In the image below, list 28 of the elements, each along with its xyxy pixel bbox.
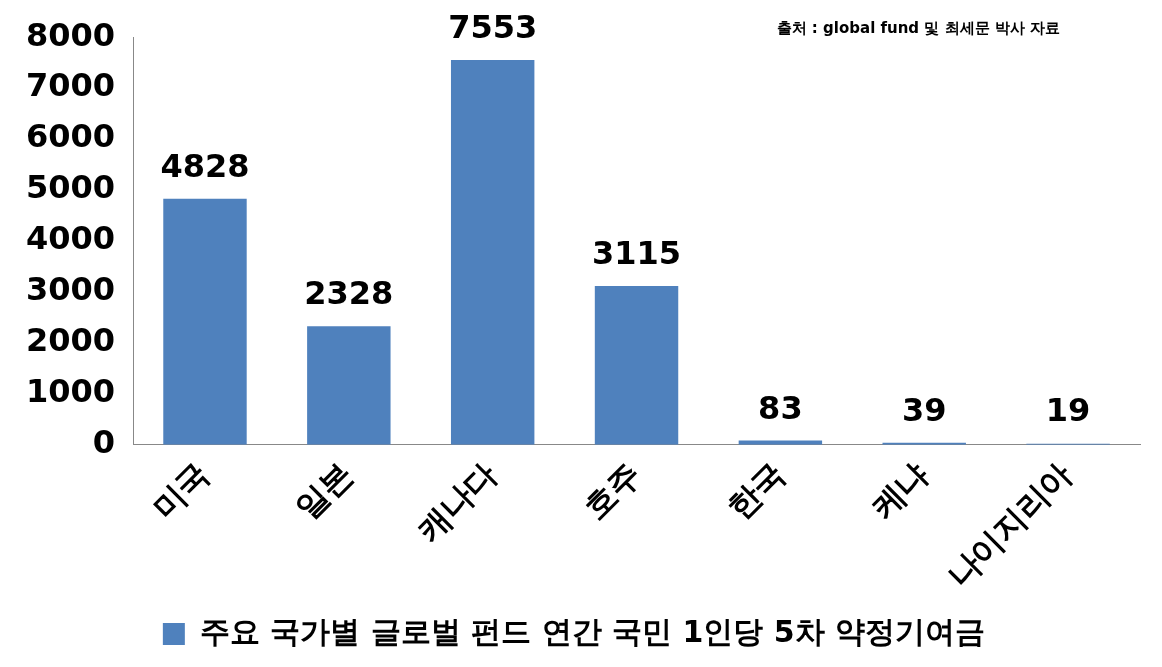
bar <box>163 198 247 445</box>
y-tick-label: 0 <box>92 423 116 462</box>
data-label: 83 <box>758 388 803 427</box>
data-label: 4828 <box>160 147 250 186</box>
bar <box>738 440 823 445</box>
data-label: 39 <box>901 391 947 430</box>
bar <box>594 286 679 445</box>
bar <box>450 59 535 445</box>
x-tick-label: 일본 <box>288 454 361 528</box>
y-tick-label: 7000 <box>26 66 116 105</box>
legend-label: 주요 국가별 글로벌 펀드 연간 국민 1인당 5차 약정기여금 <box>199 613 986 649</box>
x-tick-label: 케냐 <box>863 454 936 528</box>
y-tick-label: 4000 <box>26 219 116 258</box>
y-tick-label: 2000 <box>26 321 116 360</box>
data-label: 3115 <box>592 234 682 273</box>
y-tick-label: 5000 <box>26 168 116 207</box>
x-tick-label: 한국 <box>719 454 792 528</box>
annotation: 출처 : global fund 및 최세문 박사 자료 <box>776 19 1060 38</box>
data-label: 2328 <box>304 274 394 313</box>
x-tick-label: 미국 <box>144 454 217 528</box>
y-tick-label: 1000 <box>26 372 116 411</box>
bar <box>307 326 391 445</box>
y-tick-label: 3000 <box>26 270 116 309</box>
data-label: 7553 <box>448 8 538 47</box>
data-label: 19 <box>1045 391 1091 430</box>
y-tick-label: 8000 <box>26 15 116 54</box>
x-tick-label: 호주 <box>575 454 649 528</box>
y-tick-label: 6000 <box>26 117 116 156</box>
